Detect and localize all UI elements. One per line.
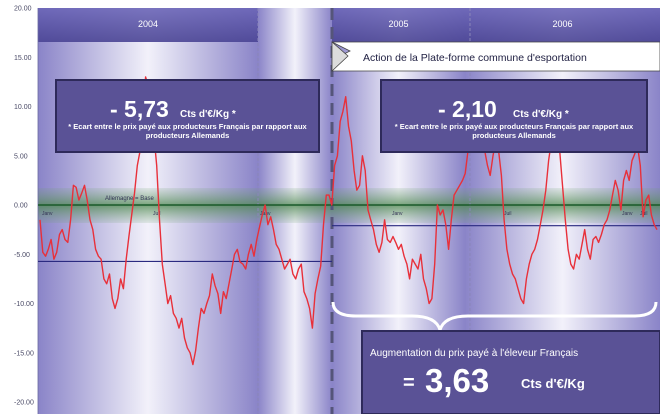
note-line: producteurs Allemands	[146, 131, 230, 140]
augmentation-label: Augmentation du prix payé à l'éleveur Fr…	[370, 348, 578, 359]
y-tick-label: 15.00	[14, 55, 32, 62]
period-header-2004	[38, 8, 258, 42]
gap-box-2005-value: - 2,10	[438, 96, 497, 122]
month-label: Janv	[260, 211, 271, 217]
gap-box-2004-unit: Cts d'€/Kg *	[180, 109, 236, 120]
y-tick-label: 0.00	[14, 203, 28, 210]
action-banner-arrow	[331, 41, 349, 72]
month-label: Janv	[392, 211, 403, 217]
period-headers: 2004 2005 2006	[38, 8, 660, 42]
augmentation-box: Augmentation du prix payé à l'éleveur Fr…	[361, 330, 660, 414]
month-label: Juil	[504, 211, 512, 217]
y-tick-label: 10.00	[14, 104, 32, 111]
augmentation-value: 3,63	[425, 362, 489, 399]
action-banner-label: Action de la Plate-forme commune d'espor…	[363, 52, 587, 64]
gap-box-2004-note: * Ecart entre le prix payé aux producteu…	[68, 122, 307, 140]
month-label: Janv	[42, 211, 53, 217]
period-header-2006	[465, 8, 660, 42]
month-label: Janv	[622, 211, 633, 217]
month-label: Juil	[153, 211, 161, 217]
y-tick-label: -5.00	[14, 252, 30, 259]
note-line: producteurs Allemands	[472, 131, 556, 140]
augmentation-prefix: =	[403, 372, 415, 394]
period-dividers	[257, 8, 471, 414]
note-line: * Ecart entre le prix payé aux producteu…	[68, 122, 307, 131]
y-tick-label: 5.00	[14, 153, 28, 160]
y-tick-label: -15.00	[14, 350, 34, 357]
period-header-label: 2006	[552, 19, 572, 29]
augmentation-box-frame	[361, 330, 660, 414]
period-header-label: 2005	[388, 19, 408, 29]
y-axis: 20.00 15.00 10.00 5.00 0.00 -5.00 -10.00 -15.00…	[14, 6, 39, 414]
gap-box-2004-frame	[55, 79, 320, 153]
y-tick-label: -20.00	[14, 400, 34, 407]
gap-box-2005-note: * Ecart entre le prix payé aux producteu…	[395, 122, 634, 140]
gap-box-2005-unit: Cts d'€/Kg *	[513, 109, 569, 120]
y-tick-label: -10.00	[14, 301, 34, 308]
augmentation-unit: Cts d'€/Kg	[521, 376, 585, 391]
base-band-label: Allemagne = Base	[105, 196, 155, 202]
gap-box-2004: - 5,73 Cts d'€/Kg * * Ecart entre le pri…	[55, 79, 320, 153]
gap-box-2004-value: - 5,73	[110, 96, 169, 122]
action-banner: Action de la Plate-forme commune d'espor…	[331, 41, 660, 72]
period-header-2005	[332, 8, 465, 42]
gap-box-2005-frame	[380, 79, 648, 153]
note-line: * Ecart entre le prix payé aux producteu…	[395, 122, 634, 131]
period-header-label: 2004	[138, 19, 158, 29]
y-tick-label: 20.00	[14, 6, 32, 13]
gap-box-2005: - 2,10 Cts d'€/Kg * * Ecart entre le pri…	[380, 79, 648, 153]
